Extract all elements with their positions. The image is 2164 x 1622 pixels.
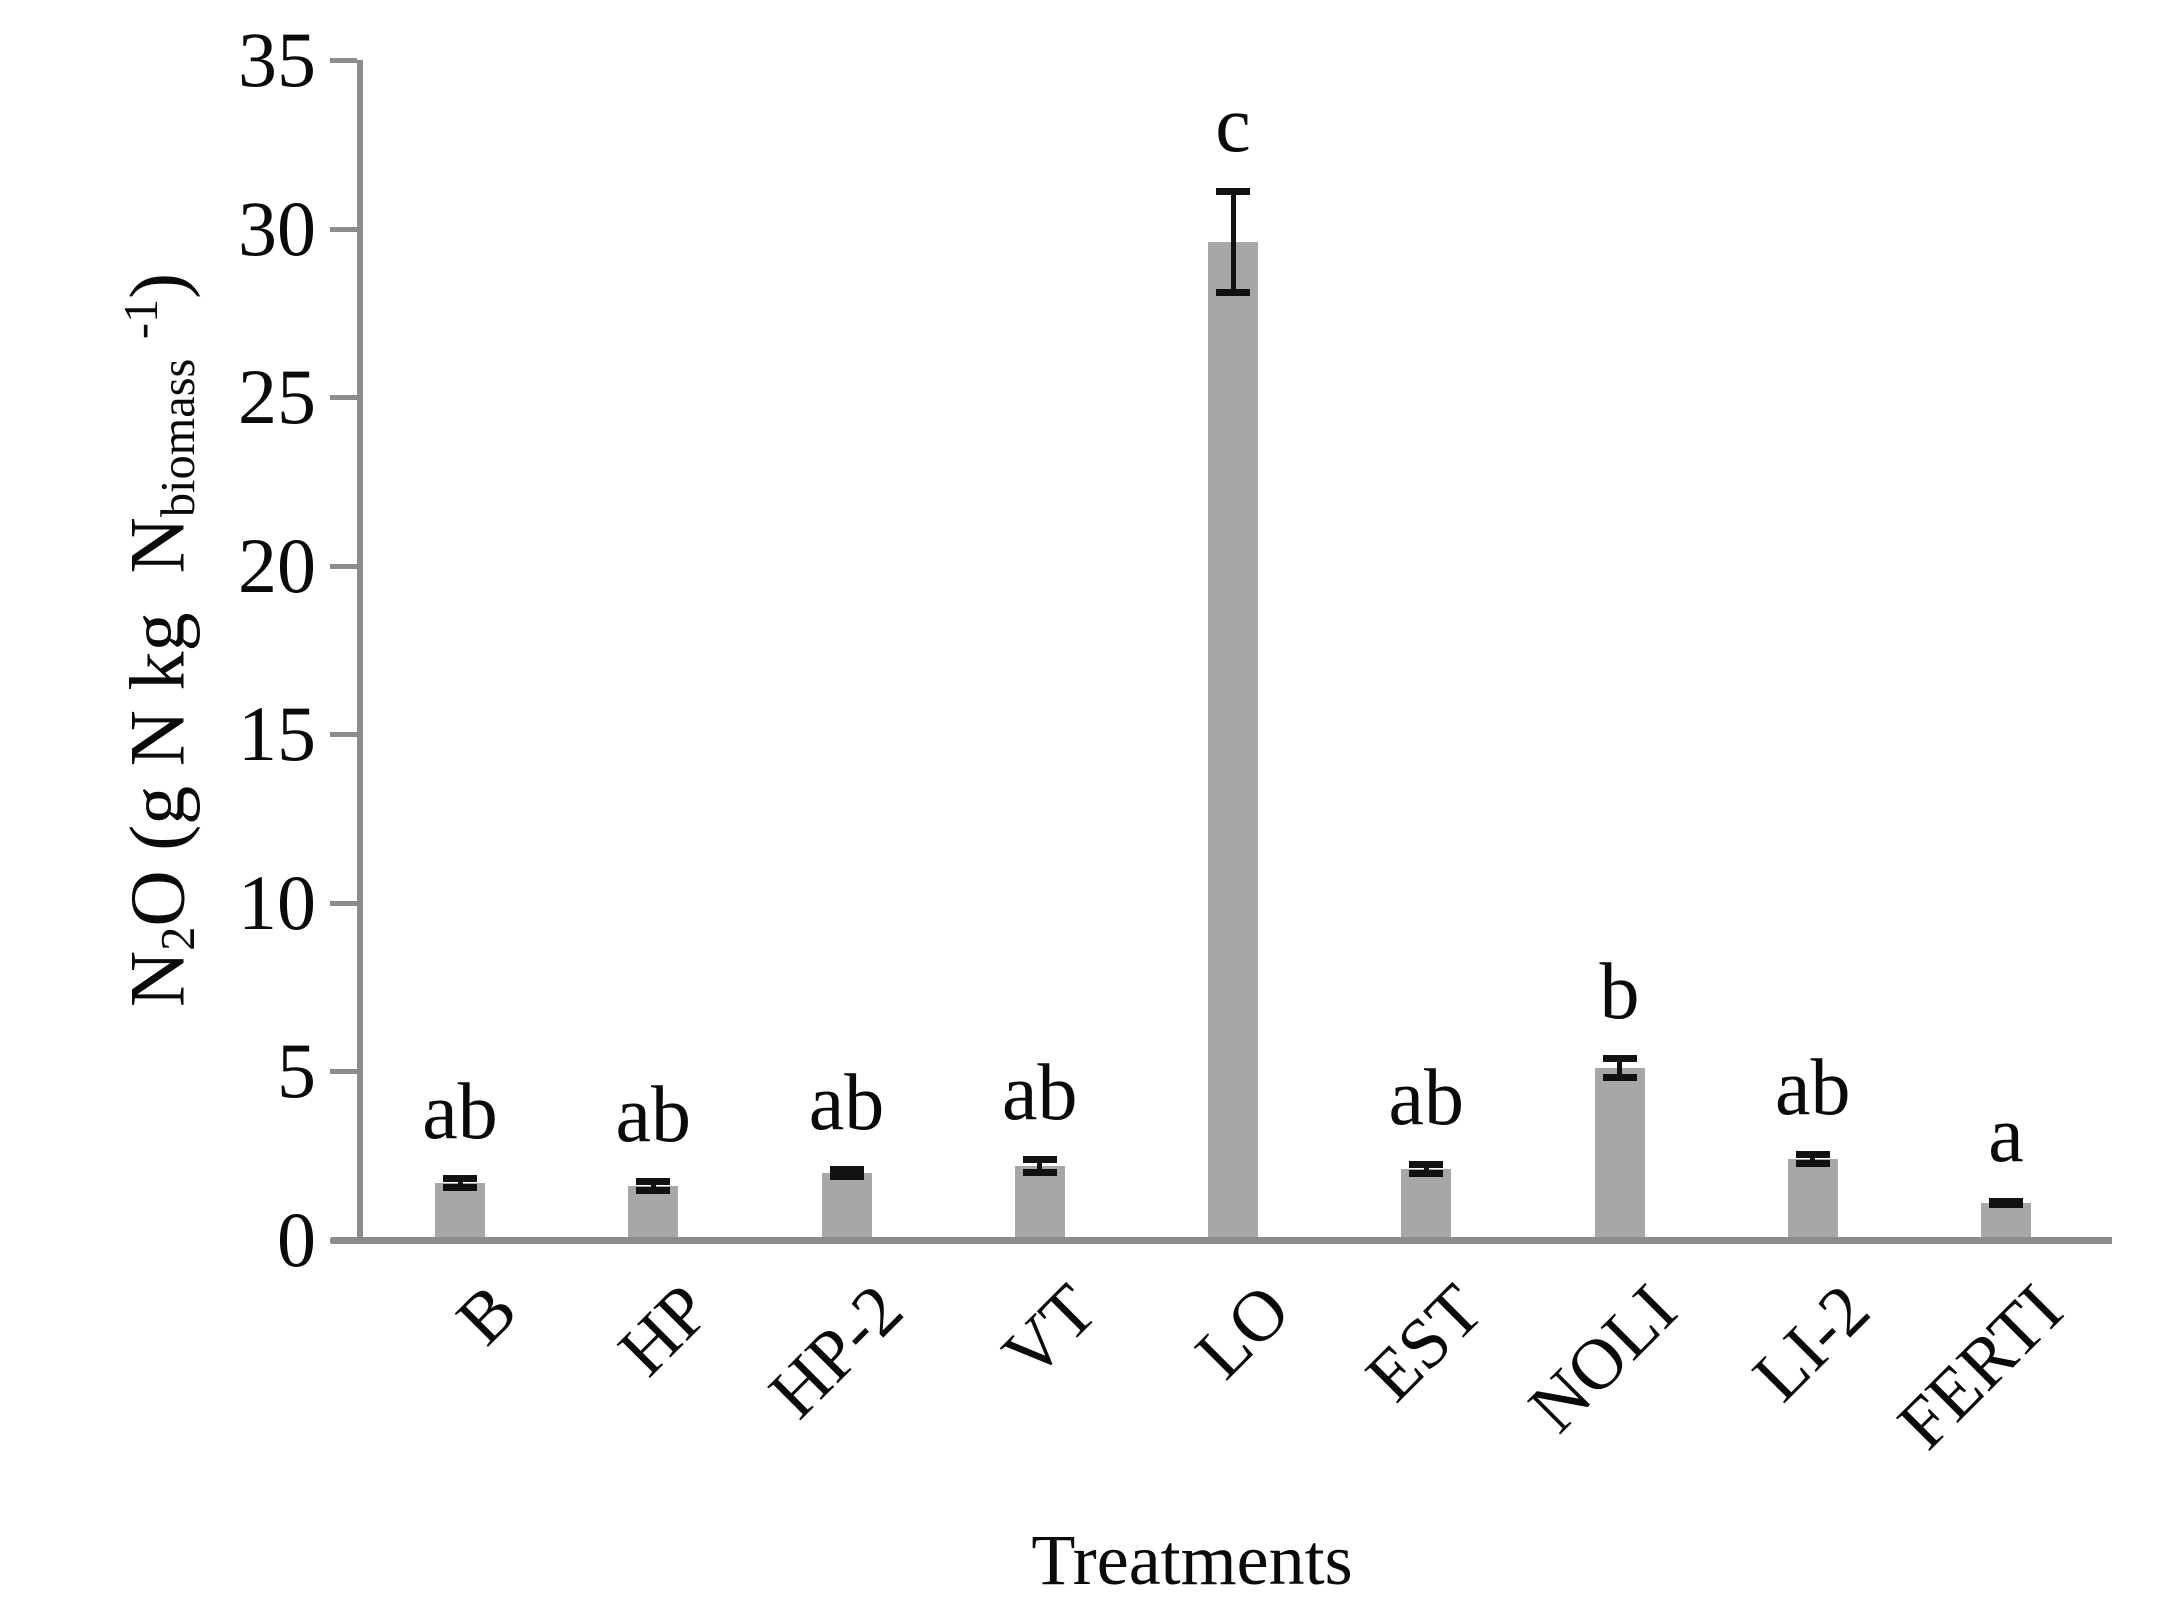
y-tick-label-25: 25 [238, 353, 316, 441]
error-cap-bottom-B [443, 1183, 477, 1191]
y-tick-15 [330, 732, 357, 738]
error-whisker-B [457, 1177, 463, 1188]
bar-EST [1401, 1169, 1452, 1240]
sig-letter-LO: c [1215, 81, 1251, 170]
error-cap-bottom-VT [1022, 1168, 1057, 1176]
x-axis-line [331, 1237, 2112, 1244]
x-category-label-EST: EST [1350, 1269, 1498, 1417]
y-tick-label-35: 35 [238, 16, 316, 103]
error-whisker-VT [1037, 1159, 1043, 1173]
x-category-label-NOLI: NOLI [1513, 1269, 1692, 1448]
error-whisker-HP [650, 1181, 656, 1192]
x-category-label-FERTI: FERTI [1882, 1269, 2078, 1465]
x-category-label-HP: HP [603, 1269, 725, 1391]
bar-LO [1208, 242, 1258, 1240]
error-cap-top-FERTI [1989, 1197, 2023, 1205]
error-cap-top-HP [636, 1178, 671, 1185]
error-cap-bottom-NOLI [1602, 1074, 1637, 1082]
error-cap-top-B [443, 1174, 477, 1182]
x-category-label-LO: LO [1180, 1269, 1305, 1394]
y-tick-30 [330, 226, 357, 232]
y-tick-label-15: 15 [238, 690, 316, 778]
error-cap-bottom-FERTI [1989, 1201, 2023, 1209]
sig-letter-NOLI: b [1599, 947, 1640, 1036]
sig-letter-EST: ab [1388, 1054, 1465, 1143]
sig-letter-B: ab [422, 1067, 498, 1156]
error-cap-top-VT [1022, 1156, 1057, 1164]
bar-NOLI [1594, 1068, 1645, 1240]
error-cap-top-HP-2 [829, 1165, 864, 1173]
sig-letter-HP: ab [615, 1071, 692, 1159]
error-whisker-HP-2 [844, 1168, 849, 1177]
bar-LI-2 [1787, 1159, 1838, 1240]
error-whisker-LO [1230, 191, 1236, 293]
y-tick-label-30: 30 [238, 184, 316, 272]
error-cap-top-LO [1216, 188, 1250, 196]
error-whisker-EST [1423, 1164, 1429, 1175]
error-whisker-LI-2 [1810, 1154, 1816, 1165]
error-cap-bottom-LO [1216, 288, 1250, 296]
y-axis-title-sup: -1 [115, 298, 168, 340]
x-category-label-LI-2: LI-2 [1737, 1269, 1885, 1417]
error-cap-bottom-LI-2 [1795, 1160, 1830, 1168]
y-tick-20 [330, 563, 357, 569]
error-cap-bottom-EST [1409, 1170, 1444, 1178]
bar-HP-2 [821, 1172, 872, 1240]
bar-B [435, 1182, 485, 1240]
y-tick-25 [330, 395, 357, 401]
sig-letter-VT: ab [1001, 1049, 1078, 1138]
error-cap-bottom-HP-2 [829, 1172, 864, 1180]
y-tick-5 [330, 1069, 357, 1075]
bar-FERTI [1981, 1202, 2031, 1240]
bar-HP [628, 1186, 679, 1240]
y-tick-label-5: 5 [277, 1027, 316, 1115]
sig-letter-HP-2: ab [808, 1058, 885, 1147]
x-category-label-HP-2: HP-2 [754, 1269, 919, 1434]
x-category-label-VT: VT [987, 1269, 1112, 1394]
error-whisker-NOLI [1617, 1057, 1622, 1079]
error-cap-top-NOLI [1602, 1054, 1637, 1062]
bar-VT [1014, 1165, 1065, 1240]
y-axis-title-text: ) [113, 272, 201, 299]
y-axis-line [357, 60, 363, 1243]
y-tick-label-10: 10 [238, 858, 316, 946]
error-cap-top-LI-2 [1795, 1151, 1830, 1159]
y-axis-title-text [114, 339, 201, 359]
y-tick-label-20: 20 [238, 521, 316, 609]
y-axis-title-text: N [113, 950, 201, 1008]
error-cap-top-EST [1409, 1161, 1444, 1169]
y-tick-10 [330, 900, 357, 906]
y-tick-label-0: 0 [277, 1196, 316, 1283]
x-axis-title: Treatments [1031, 1520, 1353, 1600]
y-tick-35 [330, 58, 357, 63]
error-cap-bottom-HP [636, 1187, 671, 1195]
x-category-label-B: B [441, 1269, 532, 1360]
sig-letter-FERTI: a [1988, 1090, 2024, 1179]
sig-letter-LI-2: ab [1774, 1044, 1851, 1133]
